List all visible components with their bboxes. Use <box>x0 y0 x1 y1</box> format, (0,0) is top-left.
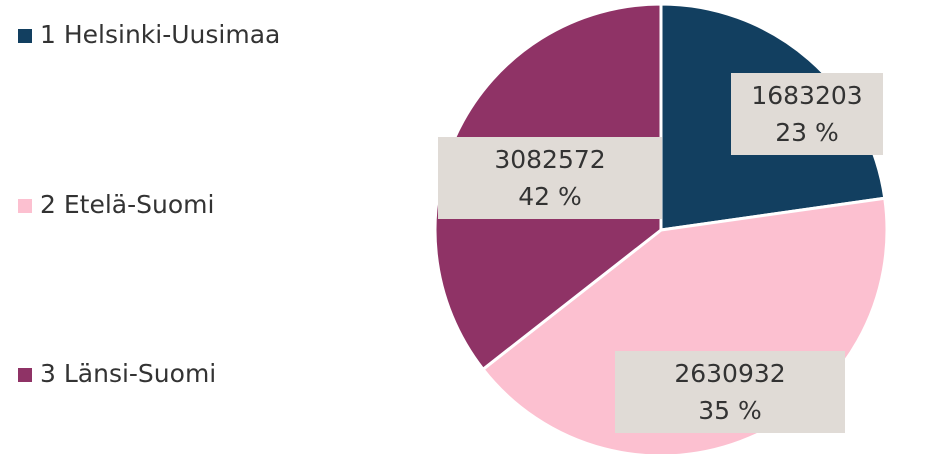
legend-label: 1 Helsinki-Uusimaa <box>40 20 280 49</box>
percent-label: 42 % <box>518 182 582 211</box>
legend-label: 3 Länsi-Suomi <box>40 359 216 388</box>
value-label: 3082572 <box>494 145 605 174</box>
value-label: 2630932 <box>674 359 785 388</box>
legend-swatch <box>18 368 32 382</box>
legend-label: 2 Etelä-Suomi <box>40 190 214 219</box>
legend-swatch <box>18 199 32 213</box>
legend-swatch <box>18 29 32 43</box>
percent-label: 35 % <box>698 396 762 425</box>
label-box <box>438 137 662 219</box>
percent-label: 23 % <box>775 118 839 147</box>
label-box <box>731 73 883 155</box>
value-label: 1683203 <box>751 81 862 110</box>
label-box <box>615 351 845 433</box>
